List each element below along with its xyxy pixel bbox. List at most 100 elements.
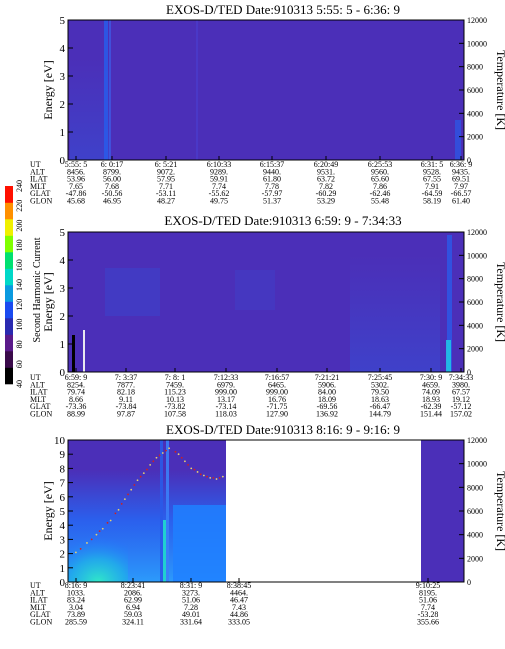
colorbar-swatch bbox=[5, 367, 13, 385]
temperature-point bbox=[155, 456, 158, 459]
panel-1-table-cell: 57.95 bbox=[157, 175, 175, 184]
panel-1-table-cell: -62.46 bbox=[370, 189, 391, 198]
panel-1-table-cell: -50.56 bbox=[102, 189, 123, 198]
panel-3-table-cell: 7.74 bbox=[421, 603, 435, 612]
panel-2-table-cell: 4659. bbox=[422, 380, 440, 389]
panel-3-streak bbox=[166, 440, 169, 582]
panel-1-table-cell: 8799. bbox=[103, 167, 121, 176]
panel-2-table-cell: 5302. bbox=[371, 380, 389, 389]
panel-3-y2tick-label: 12000 bbox=[467, 436, 487, 445]
panel-1-table-cell: -66.57 bbox=[451, 189, 472, 198]
panel-1-streak bbox=[104, 20, 108, 160]
panel-2-table-cell: 157.02 bbox=[450, 410, 472, 419]
colorbar-swatch bbox=[5, 285, 13, 302]
temperature-point bbox=[174, 450, 177, 453]
temperature-point bbox=[146, 468, 148, 471]
panel-2-ytick-label: 3 bbox=[60, 283, 66, 295]
panel-1-table-cell: 7.86 bbox=[373, 182, 387, 191]
panel-1-table-cell: 63.72 bbox=[317, 175, 335, 184]
panel-2-table-cell: 115.23 bbox=[164, 388, 186, 397]
colorbar-swatch bbox=[5, 301, 13, 319]
panel-1-streak bbox=[109, 20, 111, 160]
panel-3-ytick-label: 7 bbox=[60, 478, 66, 490]
panel-2-table-cell: 6465. bbox=[268, 380, 286, 389]
panel-3-table-cell: -53.28 bbox=[418, 610, 439, 619]
temperature-point bbox=[212, 476, 215, 479]
panel-2-table-cell: -69.56 bbox=[317, 402, 338, 411]
panel-3-table-cell: 4464. bbox=[230, 588, 248, 597]
panel-2-table-cell: 7:25:45 bbox=[368, 373, 392, 382]
panel-2-table-cell: 7: 8: 1 bbox=[165, 373, 185, 382]
panel-1-table-cell: 5:55: 5 bbox=[65, 160, 87, 169]
panel-2-table-cell: 18.93 bbox=[422, 395, 440, 404]
panel-3-y2tick-label: 10000 bbox=[467, 460, 487, 469]
panel-1-table-cell: 7.71 bbox=[159, 182, 173, 191]
panel-2: EXOS-D/TED Date:910313 6:59: 9 - 7:34:33… bbox=[30, 213, 505, 419]
panel-1-y2tick-label: 10000 bbox=[467, 39, 487, 48]
panel-3-table-cell: 59.03 bbox=[124, 610, 142, 619]
temperature-point bbox=[221, 475, 224, 478]
panel-2-table-cell: 7:12:33 bbox=[214, 373, 238, 382]
panel-3-table-cell: 285.59 bbox=[65, 618, 87, 627]
panel-1-table-cell: 7.65 bbox=[69, 182, 83, 191]
panel-2-table-cell: 6979. bbox=[217, 380, 235, 389]
panel-1-table-cell: 61.80 bbox=[263, 175, 281, 184]
panel-2-table-label: GLON bbox=[30, 410, 52, 419]
panel-3-ytick-label: 2 bbox=[60, 549, 66, 561]
temperature-point bbox=[202, 474, 205, 477]
temperature-point bbox=[218, 476, 221, 479]
panel-1-table-cell: 51.37 bbox=[263, 197, 281, 206]
panel-1-table-cell: 6:25:53 bbox=[368, 160, 392, 169]
panel-3-table-label: MLT bbox=[30, 603, 46, 612]
panel-2-table-cell: 5906. bbox=[318, 380, 336, 389]
colorbar-tick-label: 140 bbox=[15, 279, 24, 291]
panel-2-title: EXOS-D/TED Date:910313 6:59: 9 - 7:34:33 bbox=[164, 213, 401, 228]
panel-1-table-cell: 45.68 bbox=[67, 197, 85, 206]
panel-1-table-label: ILAT bbox=[30, 175, 47, 184]
panel-1-ytick-label: 2 bbox=[60, 99, 66, 111]
temperature-point bbox=[177, 453, 180, 456]
panel-2-table-cell: 7459. bbox=[166, 380, 184, 389]
temperature-point bbox=[165, 449, 167, 452]
panel-1-table-cell: 9072. bbox=[157, 167, 175, 176]
panel-1-y2tick-label: 0 bbox=[467, 156, 471, 165]
temperature-point bbox=[106, 521, 109, 524]
panel-1-plot-area bbox=[68, 20, 464, 160]
panel-1-streaks bbox=[70, 20, 461, 160]
temperature-point bbox=[158, 454, 161, 457]
colorbar-swatch bbox=[5, 318, 13, 335]
panel-1-streak bbox=[196, 20, 198, 160]
colorbar-tick-label: 100 bbox=[15, 319, 24, 331]
panel-1-table-label: GLON bbox=[30, 197, 52, 206]
panel-3-ytick-label: 9 bbox=[60, 449, 66, 461]
panel-3-ytick-label: 1 bbox=[60, 563, 66, 575]
colorbar-swatch bbox=[5, 252, 13, 269]
temperature-point bbox=[196, 471, 199, 473]
panel-3-table-cell: 8:31: 9 bbox=[180, 581, 202, 590]
panel-1-ytick-label: 3 bbox=[60, 71, 66, 83]
panel-3-temperature-dots bbox=[75, 447, 224, 554]
panel-2-y2tick-label: 0 bbox=[467, 368, 471, 377]
panel-1-table-cell: 6:20:49 bbox=[314, 160, 338, 169]
panel-2-table-cell: -66.47 bbox=[370, 402, 391, 411]
colorbar-swatch bbox=[5, 351, 13, 368]
temperature-point bbox=[86, 542, 88, 544]
panel-3-flux bbox=[68, 440, 226, 582]
panel-2-table-cell: 9.11 bbox=[119, 395, 133, 404]
panel-3-table-cell: 44.86 bbox=[230, 610, 248, 619]
panel-3-table-label: ILAT bbox=[30, 596, 47, 605]
panel-1-table-cell: 7.68 bbox=[105, 182, 119, 191]
panel-1-table-cell: 7.78 bbox=[265, 182, 279, 191]
panel-2-table-label: ALT bbox=[30, 380, 45, 389]
panel-2-table-cell: -71.75 bbox=[267, 402, 288, 411]
panel-2-table-cell: 18.09 bbox=[318, 395, 336, 404]
panel-3-table-cell: 51.06 bbox=[419, 596, 437, 605]
panel-3-table-label: ALT bbox=[30, 588, 45, 597]
temperature-point bbox=[206, 475, 208, 478]
panel-1: EXOS-D/TED Date:910313 5:55: 5 - 6:36: 9… bbox=[30, 2, 505, 206]
temperature-point bbox=[180, 456, 183, 459]
panel-2-table-cell: 88.99 bbox=[67, 410, 85, 419]
panel-1-y2tick-label: 6000 bbox=[467, 86, 483, 95]
panel-1-table-cell: 6: 0:17 bbox=[101, 160, 123, 169]
panel-3-table-cell: 83.24 bbox=[67, 596, 85, 605]
